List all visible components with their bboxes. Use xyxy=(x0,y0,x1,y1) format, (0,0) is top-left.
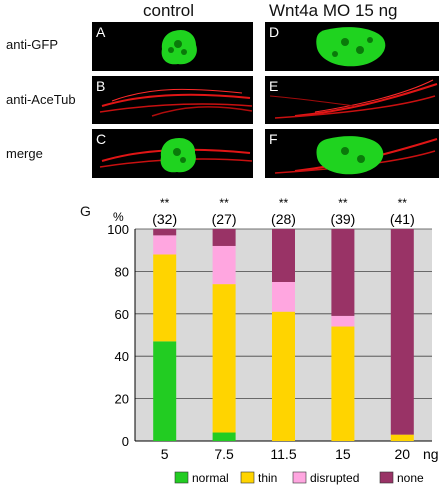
bar-segment-normal xyxy=(212,432,236,441)
bar-segment-disrupted xyxy=(272,282,295,312)
bar-segment-thin xyxy=(331,326,355,441)
n-label: (28) xyxy=(271,211,296,227)
bar-segment-disrupted xyxy=(153,235,177,255)
gfp-image xyxy=(161,29,197,65)
significance-label: ** xyxy=(279,196,289,210)
y-tick-label: 80 xyxy=(115,264,129,279)
bar-segment-disrupted xyxy=(212,245,236,285)
gfp-image xyxy=(316,27,386,67)
panel-e-tubulin: E xyxy=(265,76,439,124)
bar-segment-disrupted xyxy=(331,315,355,327)
panel-d-gfp: D xyxy=(265,22,439,71)
bar-segment-normal xyxy=(153,341,177,441)
x-unit-label: ng xyxy=(423,446,439,462)
y-tick-label: 0 xyxy=(122,434,129,449)
panel-b-tubulin: B xyxy=(92,76,253,124)
panel-c-merge: C xyxy=(92,129,253,178)
merge-image xyxy=(274,136,438,175)
y-tick-label: 40 xyxy=(115,349,129,364)
legend-swatch-thin xyxy=(240,471,255,484)
row-label-merge: merge xyxy=(6,146,43,161)
legend-label-disrupted: disrupted xyxy=(310,471,359,485)
figure-letter-g: G xyxy=(80,203,91,219)
panel-letter: D xyxy=(269,24,280,40)
panel-letter: F xyxy=(269,131,278,147)
legend-swatch-none xyxy=(379,471,394,484)
bar-segment-thin xyxy=(212,284,236,433)
x-tick-label: 11.5 xyxy=(270,446,296,462)
y-unit-label: % xyxy=(113,210,124,224)
row-label-gfp: anti-GFP xyxy=(6,37,59,52)
bar-segment-none xyxy=(153,229,177,236)
legend-label-thin: thin xyxy=(258,471,277,485)
bar-segment-thin xyxy=(153,254,177,342)
row-label-acetub: anti-AceTub xyxy=(6,92,76,107)
y-tick-label: 60 xyxy=(115,307,129,322)
stacked-bar-chart: 020406080100%5**(32)7.5**(27)11.5**(28)1… xyxy=(107,196,439,485)
panel-letter: C xyxy=(96,131,107,147)
significance-label: ** xyxy=(338,196,348,210)
x-tick-label: 5 xyxy=(161,446,169,462)
bar-segment-thin xyxy=(272,311,295,441)
column-title-control: control xyxy=(143,1,195,20)
n-label: (27) xyxy=(212,211,237,227)
n-label: (39) xyxy=(330,211,355,227)
legend-label-normal: normal xyxy=(192,471,229,485)
panel-a-gfp: A xyxy=(92,22,253,71)
significance-label: ** xyxy=(219,196,229,210)
y-tick-label: 20 xyxy=(115,392,129,407)
panel-letter: E xyxy=(269,78,279,94)
n-label: (41) xyxy=(390,211,415,227)
column-title-wnt4a: Wnt4a MO 15 ng xyxy=(269,1,398,20)
y-tick-label: 100 xyxy=(107,222,129,237)
tubulin-image xyxy=(269,79,438,119)
significance-label: ** xyxy=(160,196,170,210)
bar-segment-thin xyxy=(390,434,414,441)
legend-label-none: none xyxy=(397,471,424,485)
bar-segment-none xyxy=(212,229,236,246)
panel-f-merge: F xyxy=(265,129,439,178)
legend-swatch-disrupted xyxy=(292,471,307,484)
significance-label: ** xyxy=(398,196,408,210)
bar-segment-none xyxy=(272,229,295,282)
n-label: (32) xyxy=(152,211,177,227)
legend-swatch-normal xyxy=(174,471,189,484)
x-tick-label: 15 xyxy=(335,446,351,462)
x-tick-label: 7.5 xyxy=(214,446,234,462)
bar-segment-none xyxy=(390,229,414,435)
bar-segment-none xyxy=(331,229,355,316)
panel-letter: B xyxy=(96,78,106,94)
panel-letter: A xyxy=(96,24,106,40)
merge-image xyxy=(99,137,253,173)
tubulin-image xyxy=(99,88,253,117)
x-tick-label: 20 xyxy=(395,446,411,462)
